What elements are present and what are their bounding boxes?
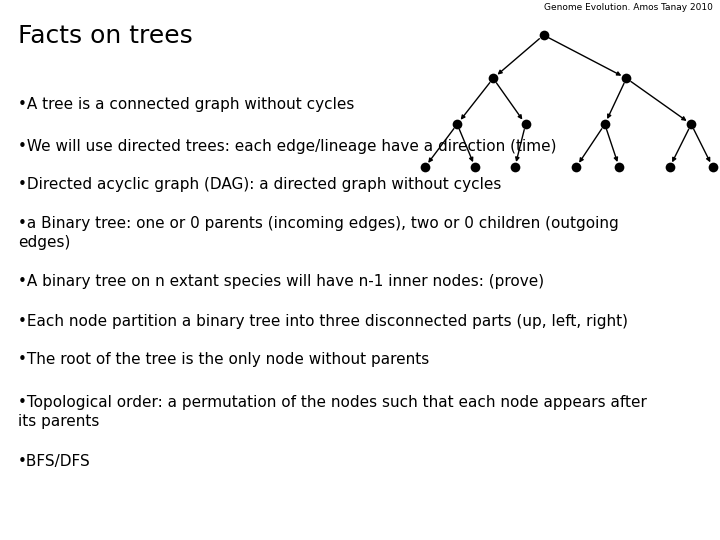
Text: •Each node partition a binary tree into three disconnected parts (up, left, righ: •Each node partition a binary tree into … (18, 314, 628, 329)
Text: •A binary tree on n extant species will have n-1 inner nodes: (prove): •A binary tree on n extant species will … (18, 274, 544, 289)
Text: Facts on trees: Facts on trees (18, 24, 193, 48)
Text: •Directed acyclic graph (DAG): a directed graph without cycles: •Directed acyclic graph (DAG): a directe… (18, 177, 501, 192)
Text: •a Binary tree: one or 0 parents (incoming edges), two or 0 children (outgoing
e: •a Binary tree: one or 0 parents (incomi… (18, 216, 618, 249)
Text: •The root of the tree is the only node without parents: •The root of the tree is the only node w… (18, 352, 429, 367)
Text: Genome Evolution. Amos Tanay 2010: Genome Evolution. Amos Tanay 2010 (544, 3, 713, 12)
Text: •A tree is a connected graph without cycles: •A tree is a connected graph without cyc… (18, 97, 354, 112)
Text: •Topological order: a permutation of the nodes such that each node appears after: •Topological order: a permutation of the… (18, 395, 647, 429)
Text: •BFS/DFS: •BFS/DFS (18, 454, 91, 469)
Text: •We will use directed trees: each edge/lineage have a direction (time): •We will use directed trees: each edge/l… (18, 139, 557, 154)
